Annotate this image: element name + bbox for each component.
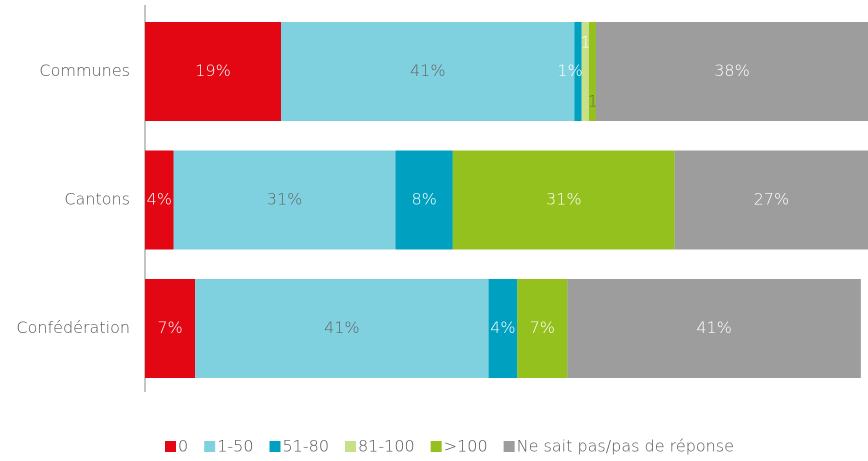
value-label: 41% <box>696 318 732 337</box>
value-label: 4% <box>147 190 172 209</box>
bar-segment <box>595 22 868 121</box>
value-label: 27% <box>754 190 790 209</box>
category-label: Cantons <box>64 190 130 209</box>
legend-swatch <box>430 441 442 452</box>
bar-segment <box>517 279 568 378</box>
bar-segment <box>145 150 174 250</box>
legend-label: 51-80 <box>283 437 330 456</box>
category-label: Confédération <box>16 318 130 337</box>
value-label: 41% <box>410 61 446 80</box>
value-label: 31% <box>546 190 582 209</box>
value-label: 8% <box>411 190 436 209</box>
legend-label: >100 <box>444 437 488 456</box>
category-label: Communes <box>39 61 130 80</box>
bar-segment <box>145 22 282 121</box>
legend-swatch <box>204 441 216 452</box>
value-label: 19% <box>195 61 231 80</box>
legend-swatch <box>165 441 176 452</box>
value-label: 7% <box>157 318 182 337</box>
legend-label: 0 <box>178 437 188 456</box>
bar-segment <box>567 279 861 378</box>
value-label: 41% <box>324 318 360 337</box>
bar-segment <box>581 22 589 121</box>
bar-segment <box>395 150 453 250</box>
value-label: 4% <box>490 318 515 337</box>
value-label: 31% <box>267 190 303 209</box>
bar-segment <box>574 22 582 121</box>
value-label: 38% <box>714 61 750 80</box>
bar-segment <box>588 22 596 121</box>
bar-segment <box>195 279 489 378</box>
value-label: 1% <box>557 61 582 80</box>
legend-label: 81-100 <box>358 437 415 456</box>
bar-segment <box>452 150 675 250</box>
legend-label: Ne sait pas/pas de réponse <box>517 437 734 456</box>
bar-segment <box>674 150 868 250</box>
value-label: 7% <box>530 318 555 337</box>
legend-swatch <box>269 441 281 452</box>
legend-swatch <box>345 441 356 452</box>
bar-segment <box>488 279 518 378</box>
legend-label: 1-50 <box>217 437 253 456</box>
bar-segment <box>173 150 396 250</box>
legend-swatch <box>503 441 515 452</box>
bar-segment <box>145 279 196 378</box>
bar-segment <box>281 22 575 121</box>
